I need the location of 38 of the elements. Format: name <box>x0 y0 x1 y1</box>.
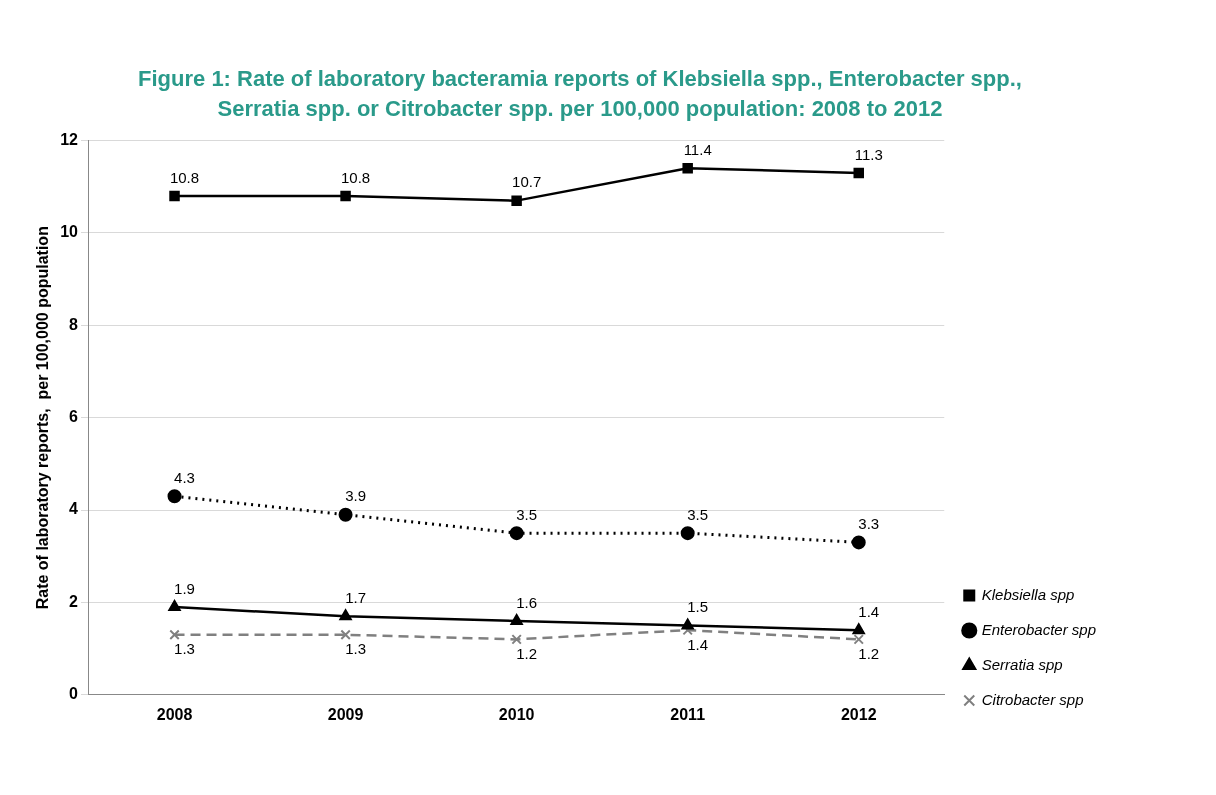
data-label: 1.4 <box>858 602 880 620</box>
x-tick-label: 2011 <box>670 705 706 723</box>
data-label: 1.7 <box>345 588 367 606</box>
legend-label: Klebsiella spp <box>981 585 1075 603</box>
data-label: 11.3 <box>854 145 883 163</box>
y-tick-label: 10 <box>60 223 79 241</box>
data-label: 10.7 <box>512 173 542 191</box>
data-label: 10.8 <box>340 168 371 186</box>
data-label: 3.3 <box>858 515 880 533</box>
data-label: 1.5 <box>687 598 709 616</box>
data-label: 10.8 <box>169 168 200 186</box>
data-label: 1.3 <box>174 640 195 658</box>
x-tick-label: 2010 <box>498 705 535 723</box>
x-tick-label: 2009 <box>327 705 364 723</box>
data-label: 1.4 <box>687 635 709 653</box>
y-tick-label: 2 <box>69 592 79 610</box>
y-tick-label: 4 <box>69 500 79 518</box>
y-tick-label: 0 <box>69 685 79 703</box>
data-label: 1.9 <box>174 579 195 597</box>
legend-label: Citrobacter spp <box>981 690 1084 708</box>
data-label: 4.3 <box>174 468 195 486</box>
x-tick-label: 2012 <box>840 705 877 723</box>
data-label: 1.3 <box>345 640 367 658</box>
data-label: 3.9 <box>345 487 367 505</box>
y-tick-label: 6 <box>69 408 79 426</box>
chart-title: Figure 1: Rate of laboratory bacteramia reports of Klebsiella spp., Enterobacter spp., Serratia spp. or Citrobacter spp. per 100,000 population: 2008 to 2012 <box>137 65 1023 123</box>
y-tick-label: 12 <box>60 131 79 149</box>
legend-label: Enterobacter spp <box>981 620 1097 638</box>
data-label: 3.5 <box>516 505 538 523</box>
data-label: 3.5 <box>687 505 709 523</box>
data-label: 1.2 <box>516 645 538 663</box>
y-tick-label: 8 <box>69 315 79 333</box>
x-tick-label: 2008 <box>156 705 193 723</box>
data-label: 1.6 <box>516 593 538 611</box>
y-axis-title: Rate of laboratory reports, per 100,000 population <box>34 226 52 610</box>
data-label: 11.4 <box>683 140 712 158</box>
legend-label: Serratia spp <box>981 655 1063 673</box>
data-label: 1.2 <box>858 645 880 663</box>
